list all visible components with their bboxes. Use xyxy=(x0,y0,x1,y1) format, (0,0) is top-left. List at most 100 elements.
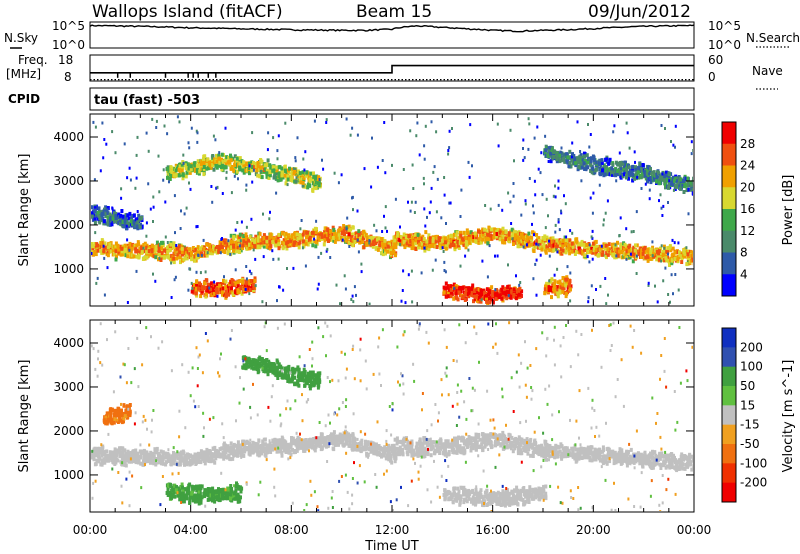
scatter-cell xyxy=(592,191,595,195)
range-cell xyxy=(144,454,148,459)
scatter-cell xyxy=(612,130,615,134)
range-cell xyxy=(676,182,680,187)
scatter-cell xyxy=(356,209,359,213)
scatter-cell xyxy=(154,279,157,283)
scatter-cell xyxy=(262,212,264,216)
range-cell xyxy=(293,169,296,174)
range-cell xyxy=(194,247,198,252)
range-cell xyxy=(685,262,689,267)
range-cell xyxy=(280,166,284,171)
range-cell xyxy=(357,233,361,238)
scatter-cell xyxy=(174,275,177,279)
range-cell xyxy=(561,244,565,249)
range-cell xyxy=(652,251,656,256)
scatter-cell xyxy=(94,125,97,129)
scatter-cell xyxy=(656,300,659,304)
range-cell xyxy=(238,165,242,170)
scatter-cell xyxy=(245,183,248,187)
range-cell xyxy=(114,244,118,249)
range-cell xyxy=(342,224,346,228)
scatter-cell xyxy=(442,250,445,253)
scatter-cell xyxy=(528,177,531,180)
range-cell xyxy=(140,245,144,250)
range-cell xyxy=(91,250,95,255)
range-cell xyxy=(280,231,284,236)
scatter-cell xyxy=(272,257,275,261)
range-cell xyxy=(210,251,214,256)
range-cell xyxy=(205,242,209,247)
range-cell xyxy=(200,285,204,290)
scatter-cell xyxy=(683,176,686,180)
range-cell xyxy=(478,299,482,303)
range-cell xyxy=(299,180,303,185)
range-cell xyxy=(106,253,110,258)
scatter-cell xyxy=(296,136,299,140)
range-cell xyxy=(135,453,139,458)
range-cell xyxy=(365,235,369,240)
range-cell xyxy=(209,287,213,292)
scatter-cell xyxy=(635,210,638,214)
scatter-cell xyxy=(484,204,487,207)
scatter-cell xyxy=(673,241,676,245)
power-ylabel: Slant Range [km] xyxy=(17,154,32,267)
range-cell xyxy=(94,453,98,457)
range-cell xyxy=(571,245,575,250)
range-cell xyxy=(201,245,205,250)
scatter-cell xyxy=(99,169,102,173)
range-cell xyxy=(483,227,487,232)
scatter-cell xyxy=(448,129,451,133)
scatter-cell xyxy=(513,159,515,163)
scatter-cell xyxy=(126,176,129,180)
range-cell xyxy=(357,229,361,234)
scatter-cell xyxy=(252,168,255,172)
range-cell xyxy=(121,446,125,451)
range-cell xyxy=(184,457,188,462)
range-cell xyxy=(440,243,444,248)
noise-right-label: N.Search xyxy=(746,31,800,45)
range-cell xyxy=(583,244,587,249)
range-cell xyxy=(92,457,96,462)
scatter-cell xyxy=(355,293,357,297)
scatter-cell xyxy=(571,231,574,235)
range-cell xyxy=(292,243,296,248)
range-cell xyxy=(195,163,199,168)
range-cell xyxy=(431,238,435,243)
scatter-cell xyxy=(123,142,126,146)
range-cell xyxy=(91,453,95,457)
range-cell xyxy=(566,277,569,282)
range-cell xyxy=(670,180,674,185)
range-cell xyxy=(625,249,629,254)
scatter-cell xyxy=(414,200,417,204)
scatter-cell xyxy=(136,210,139,213)
range-cell xyxy=(93,251,97,256)
range-cell xyxy=(692,261,693,266)
range-cell xyxy=(258,232,262,237)
scatter-cell xyxy=(690,140,693,144)
scatter-cell xyxy=(400,299,403,303)
scatter-cell xyxy=(383,121,386,124)
range-cell xyxy=(679,186,682,191)
range-cell xyxy=(472,235,476,239)
range-cell xyxy=(485,287,489,292)
range-cell xyxy=(565,245,569,250)
range-cell xyxy=(249,279,253,283)
scatter-cell xyxy=(151,117,154,121)
range-cell xyxy=(212,288,216,293)
range-cell xyxy=(504,230,508,235)
range-cell xyxy=(176,462,180,467)
range-cell xyxy=(132,254,136,259)
range-cell xyxy=(251,282,255,287)
range-cell xyxy=(346,235,350,240)
range-cell xyxy=(272,165,276,170)
range-cell xyxy=(562,156,566,161)
scatter-cell xyxy=(532,211,535,215)
range-cell xyxy=(110,222,114,227)
range-cell xyxy=(649,256,653,261)
range-cell xyxy=(202,172,206,177)
range-cell xyxy=(113,252,117,257)
range-cell xyxy=(458,293,462,298)
scatter-cell xyxy=(239,239,242,243)
range-cell xyxy=(109,216,113,221)
